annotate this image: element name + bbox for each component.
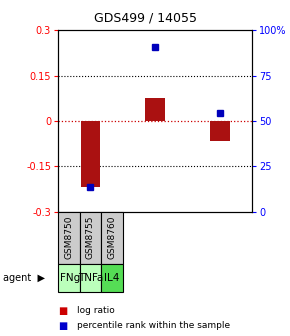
Text: TNFa: TNFa xyxy=(78,273,103,283)
Text: GSM8750: GSM8750 xyxy=(64,216,73,259)
Text: GSM8755: GSM8755 xyxy=(86,216,95,259)
Bar xyxy=(145,98,165,121)
Text: percentile rank within the sample: percentile rank within the sample xyxy=(77,322,230,330)
Bar xyxy=(79,212,101,264)
Bar xyxy=(81,121,100,187)
Text: GSM8760: GSM8760 xyxy=(108,216,117,259)
Text: IL4: IL4 xyxy=(104,273,120,283)
Text: IFNg: IFNg xyxy=(57,273,80,283)
Text: log ratio: log ratio xyxy=(77,306,115,315)
Bar xyxy=(58,264,79,292)
Text: ■: ■ xyxy=(58,321,67,331)
Bar xyxy=(101,264,123,292)
Bar xyxy=(58,212,79,264)
Bar xyxy=(79,264,101,292)
Text: ■: ■ xyxy=(58,306,67,316)
Bar xyxy=(101,212,123,264)
Bar xyxy=(210,121,230,141)
Text: GDS499 / 14055: GDS499 / 14055 xyxy=(93,12,197,25)
Text: agent  ▶: agent ▶ xyxy=(3,273,45,283)
